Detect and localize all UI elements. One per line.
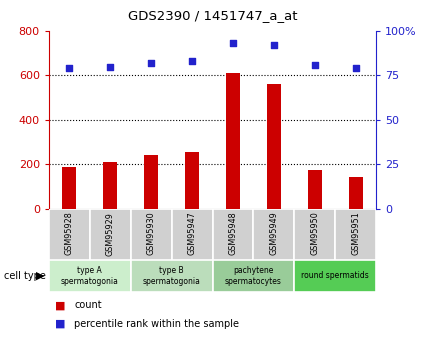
Text: GSM95929: GSM95929 — [106, 211, 115, 256]
Point — [312, 62, 318, 68]
Bar — [253, 209, 294, 260]
Text: GSM95947: GSM95947 — [187, 212, 196, 255]
Point — [230, 41, 236, 46]
Bar — [144, 155, 158, 209]
Point — [107, 64, 113, 69]
Bar — [335, 209, 376, 260]
Text: pachytene
spermatocytes: pachytene spermatocytes — [225, 266, 282, 286]
Bar — [172, 209, 212, 260]
Bar — [212, 209, 253, 260]
Bar — [226, 73, 240, 209]
Bar — [49, 209, 90, 260]
Point — [352, 66, 359, 71]
Text: GSM95930: GSM95930 — [147, 212, 156, 255]
Bar — [131, 209, 172, 260]
Bar — [348, 177, 363, 209]
Bar — [294, 260, 376, 292]
Text: type A
spermatogonia: type A spermatogonia — [61, 266, 119, 286]
Text: ■: ■ — [55, 300, 66, 310]
Bar — [131, 260, 212, 292]
Text: percentile rank within the sample: percentile rank within the sample — [74, 319, 239, 329]
Text: type B
spermatogonia: type B spermatogonia — [143, 266, 201, 286]
Point — [148, 60, 155, 66]
Point — [66, 66, 73, 71]
Bar — [212, 260, 294, 292]
Bar — [294, 209, 335, 260]
Bar — [90, 209, 131, 260]
Text: ■: ■ — [55, 319, 66, 329]
Bar — [62, 167, 76, 209]
Bar — [308, 170, 322, 209]
Bar — [267, 85, 281, 209]
Bar — [185, 152, 199, 209]
Point — [270, 42, 277, 48]
Text: ▶: ▶ — [36, 271, 45, 281]
Text: count: count — [74, 300, 102, 310]
Text: cell type: cell type — [4, 271, 46, 281]
Bar — [49, 260, 131, 292]
Text: GSM95928: GSM95928 — [65, 212, 74, 255]
Bar — [103, 162, 117, 209]
Point — [189, 59, 196, 64]
Text: GSM95949: GSM95949 — [269, 212, 278, 255]
Text: GDS2390 / 1451747_a_at: GDS2390 / 1451747_a_at — [128, 9, 297, 22]
Text: GSM95948: GSM95948 — [229, 212, 238, 255]
Text: GSM95950: GSM95950 — [310, 212, 319, 255]
Text: GSM95951: GSM95951 — [351, 212, 360, 255]
Text: round spermatids: round spermatids — [301, 272, 369, 280]
